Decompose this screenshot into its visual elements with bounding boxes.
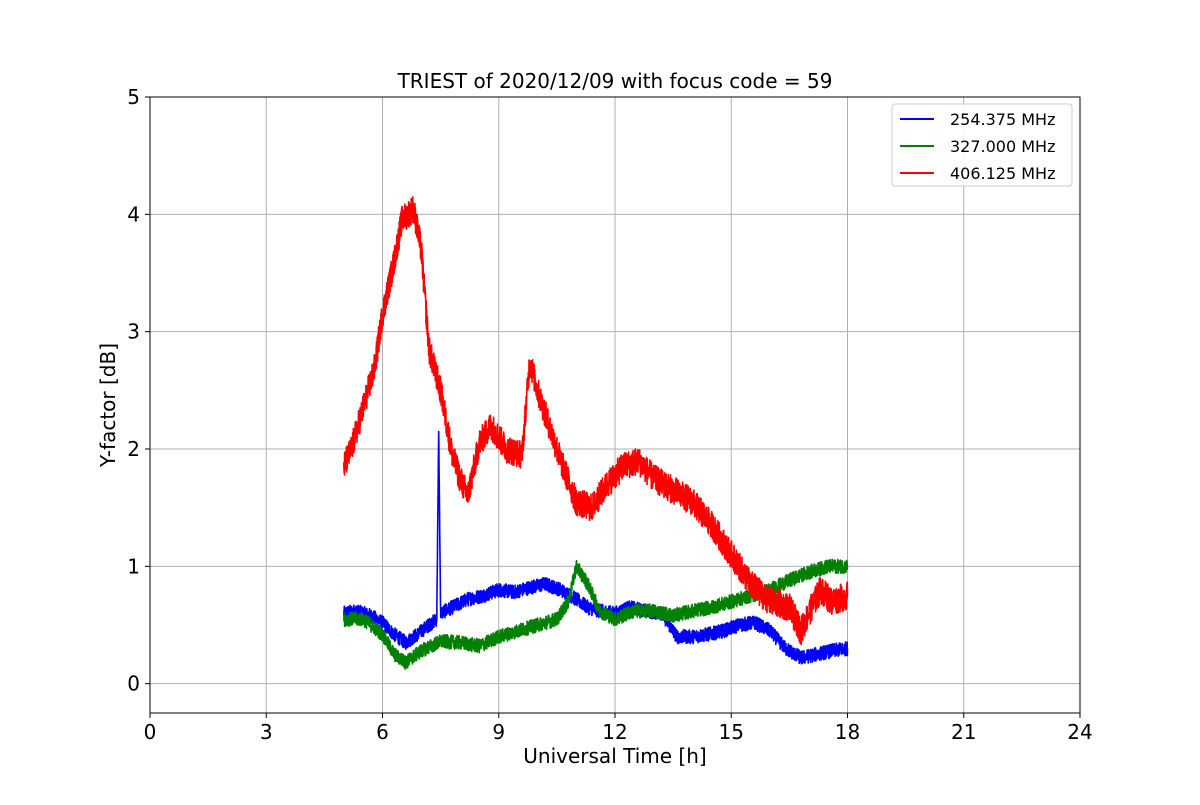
legend-label: 406.125 MHz xyxy=(950,164,1055,183)
y-tick-label: 2 xyxy=(127,437,140,461)
y-axis-label: Y-factor [dB] xyxy=(96,343,120,468)
y-tick-label: 3 xyxy=(127,320,140,344)
x-tick-label: 15 xyxy=(719,720,744,744)
x-tick-label: 0 xyxy=(144,720,157,744)
plot-area xyxy=(343,196,849,670)
x-tick-label: 18 xyxy=(835,720,860,744)
y-tick-label: 4 xyxy=(127,202,140,226)
series-line-2 xyxy=(343,196,849,646)
legend-box xyxy=(891,103,1073,187)
x-tick-label: 24 xyxy=(1067,720,1092,744)
x-tick-label: 12 xyxy=(602,720,627,744)
x-tick-label: 9 xyxy=(492,720,505,744)
y-tick-label: 5 xyxy=(127,85,140,109)
x-tick-label: 6 xyxy=(376,720,389,744)
y-tick-label: 0 xyxy=(127,672,140,696)
y-tick-label: 1 xyxy=(127,554,140,578)
legend-label: 327.000 MHz xyxy=(950,137,1055,156)
legend: 254.375 MHz 327.000 MHz 406.125 MHz xyxy=(891,103,1073,187)
x-tick-label: 3 xyxy=(260,720,273,744)
x-tick-label: 21 xyxy=(951,720,976,744)
chart-title: TRIEST of 2020/12/09 with focus code = 5… xyxy=(397,69,833,93)
x-axis-label: Universal Time [h] xyxy=(523,744,706,768)
legend-label: 254.375 MHz xyxy=(950,110,1055,129)
